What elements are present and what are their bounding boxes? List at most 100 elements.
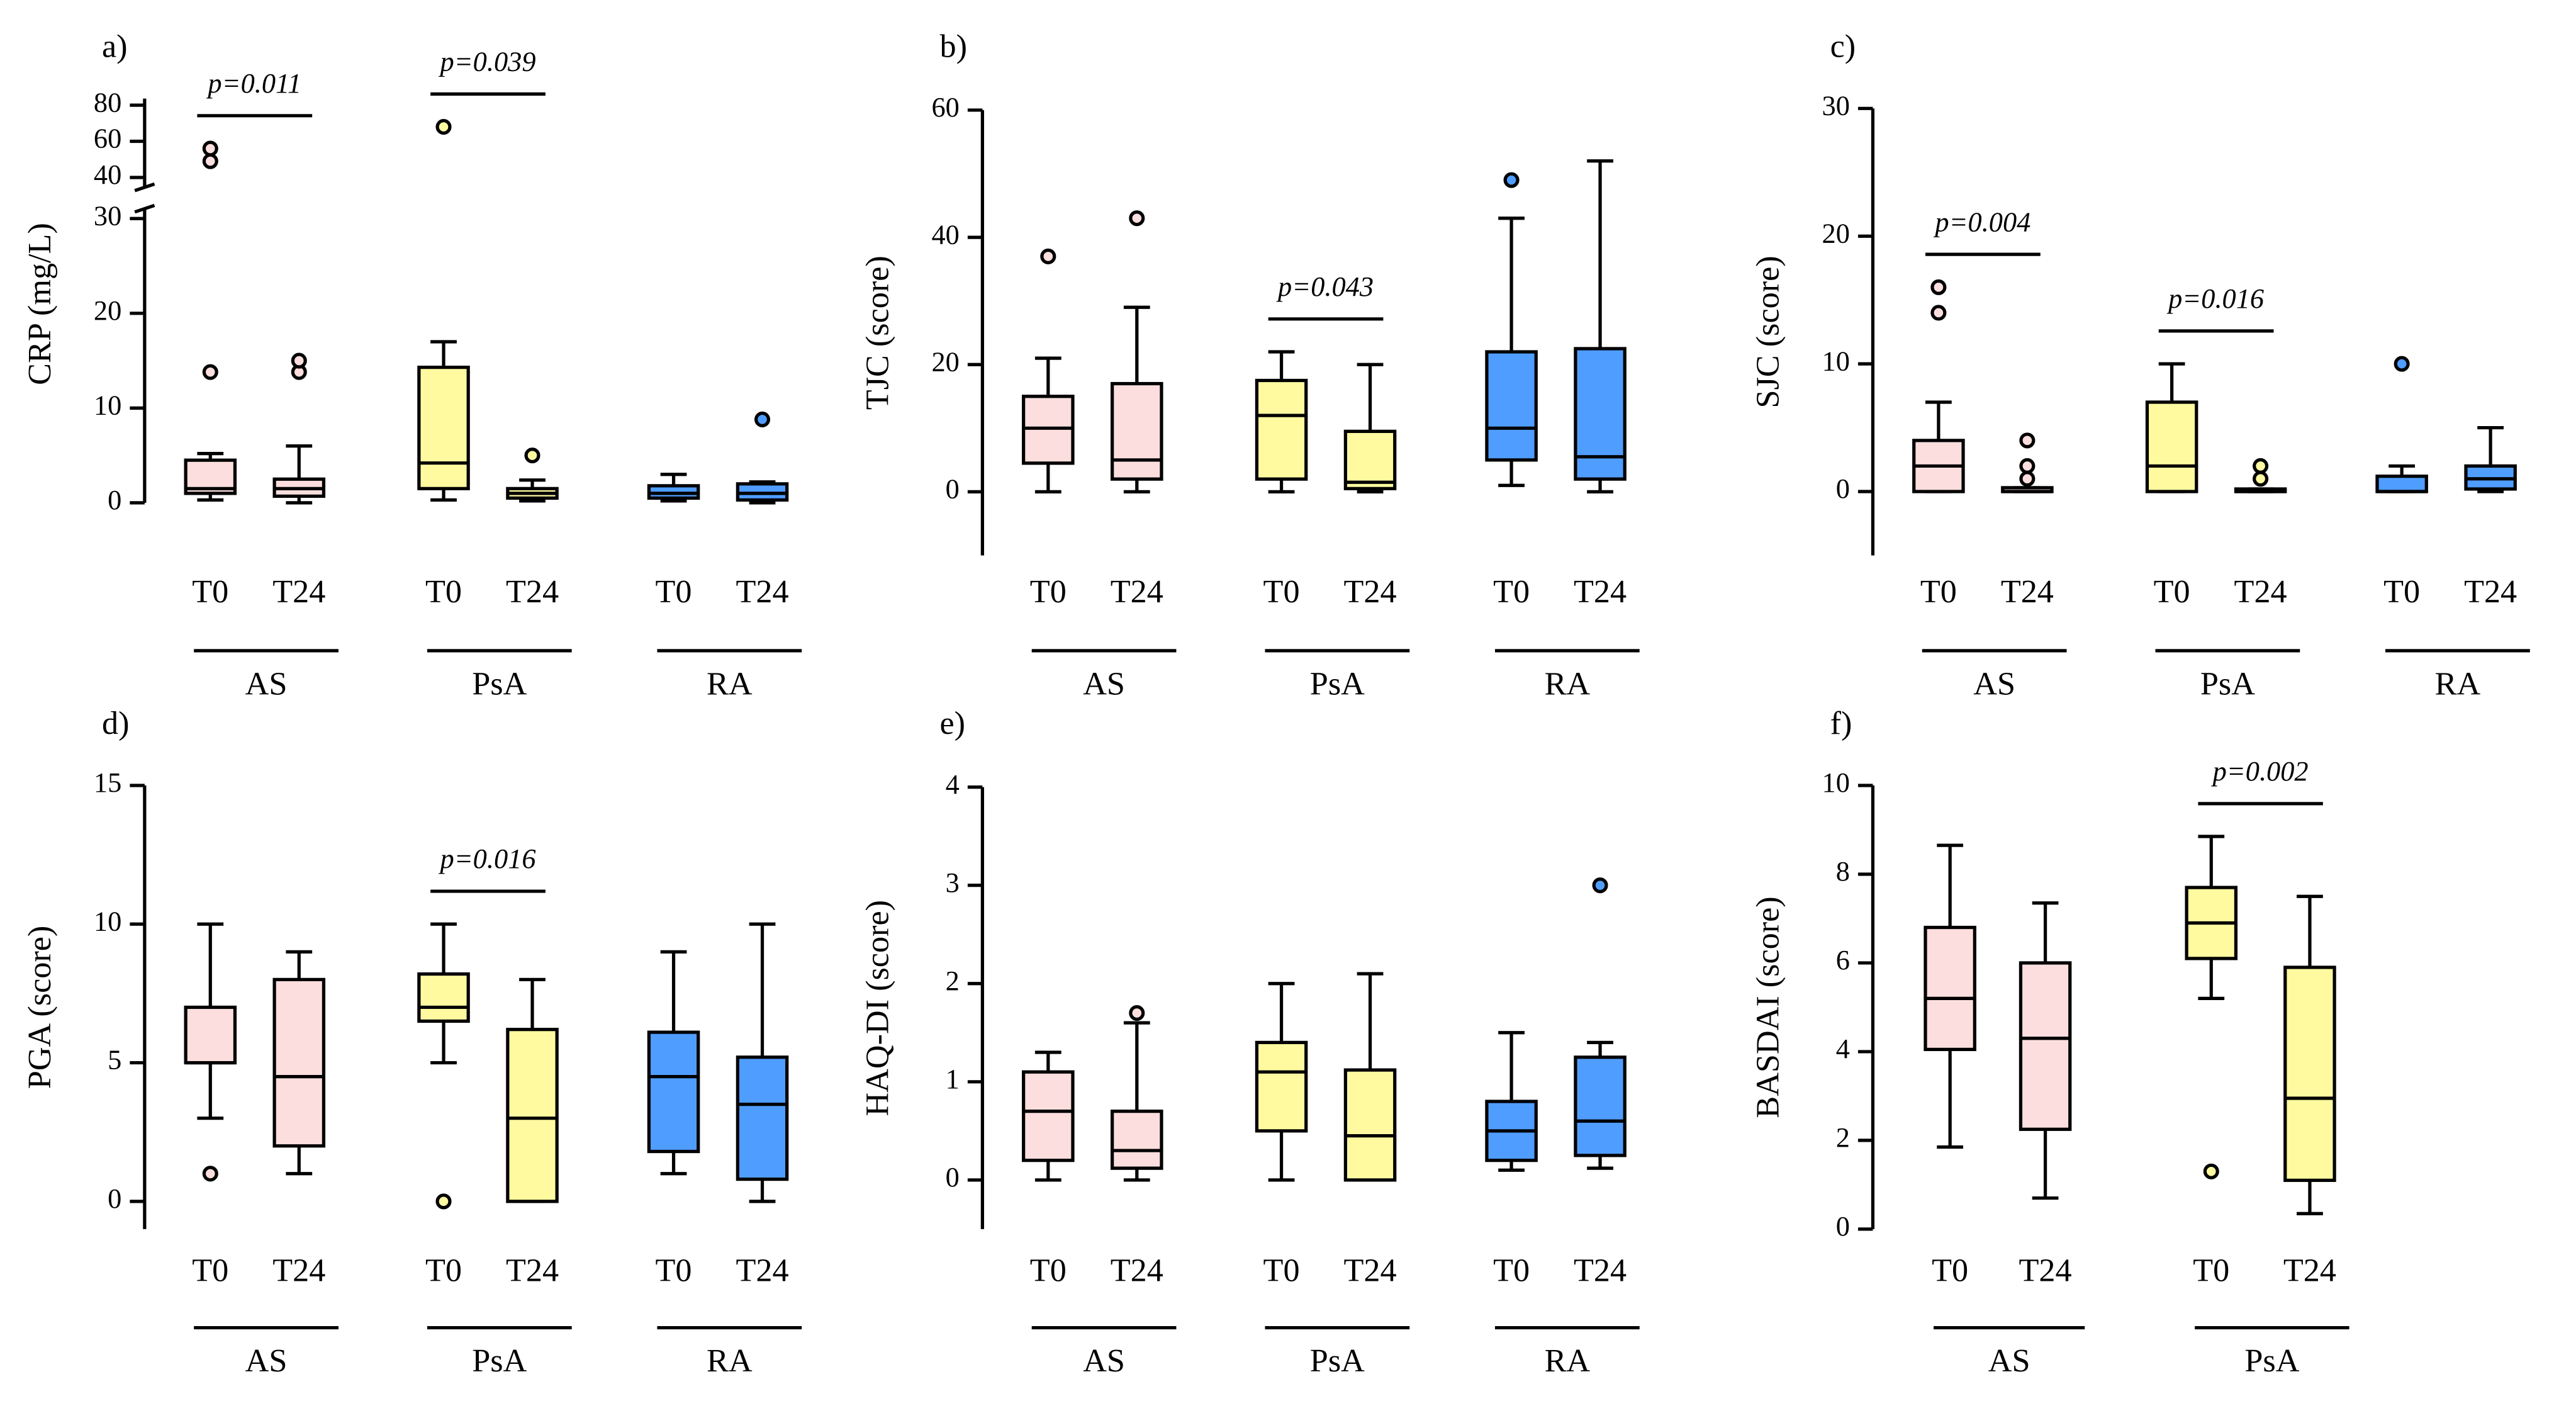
group-label: RA: [707, 665, 753, 702]
y-tick-label: 0: [1836, 1210, 1850, 1242]
x-tick-label: T0: [192, 573, 228, 610]
x-tick-label: T0: [1263, 1252, 1300, 1288]
p-value: p=0.011: [206, 67, 301, 99]
y-tick-label: 10: [1822, 345, 1850, 376]
y-axis-label: CRP (mg/L): [21, 223, 58, 385]
x-tick-label: T24: [2283, 1252, 2336, 1288]
x-tick-label: T0: [1493, 1252, 1530, 1288]
x-tick-label: T24: [2234, 573, 2287, 610]
x-tick-label: T24: [1574, 573, 1627, 610]
x-tick-label: T0: [2193, 1252, 2229, 1288]
outlier: [754, 411, 771, 427]
y-tick-label: 30: [1822, 90, 1850, 121]
box: [184, 1005, 237, 1065]
x-tick-label: T24: [2019, 1252, 2072, 1288]
panel-label: f): [1830, 705, 1852, 741]
group-label: PsA: [472, 665, 527, 702]
box: [1111, 1110, 1163, 1170]
outlier: [2253, 471, 2269, 487]
y-tick-label: 20: [931, 346, 959, 377]
y-tick-label: 0: [946, 1161, 960, 1193]
y-tick-label: 60: [94, 123, 121, 154]
group-label: RA: [1545, 665, 1591, 702]
x-tick-label: T24: [1574, 1252, 1627, 1288]
outlier: [1592, 877, 1608, 894]
panel-label: d): [102, 705, 130, 741]
y-tick-label: 2: [1836, 1122, 1850, 1153]
y-tick-label: 20: [1822, 217, 1850, 249]
y-tick-label: 0: [108, 484, 121, 515]
group-label: AS: [245, 1342, 288, 1379]
outlier: [1129, 1005, 1145, 1021]
y-tick-label: 10: [94, 390, 121, 421]
outlier: [1503, 172, 1520, 188]
x-tick-label: T24: [506, 573, 559, 610]
group-label: PsA: [2244, 1342, 2299, 1379]
p-value: p=0.004: [1933, 206, 2030, 237]
box: [2375, 475, 2428, 493]
box: [1111, 381, 1163, 481]
y-tick-label: 5: [108, 1044, 121, 1076]
outlier: [1129, 210, 1145, 227]
box: [1255, 378, 1308, 481]
group-label: AS: [1973, 665, 2015, 702]
box: [417, 366, 470, 490]
x-tick-label: T0: [1030, 573, 1067, 610]
p-value: p=0.016: [439, 843, 536, 874]
y-axis-label: TJC (score): [859, 256, 895, 410]
y-tick-label: 6: [1836, 944, 1850, 976]
x-tick-label: T0: [425, 1252, 462, 1288]
y-tick-label: 10: [1822, 767, 1850, 798]
y-tick-label: 15: [94, 767, 121, 798]
x-tick-label: T24: [2001, 573, 2054, 610]
x-tick-label: T24: [272, 1252, 325, 1288]
x-tick-label: T0: [656, 1252, 692, 1288]
x-tick-label: T24: [272, 573, 325, 610]
y-tick-label: 30: [94, 200, 121, 231]
box: [506, 1028, 559, 1203]
y-tick-label: 0: [108, 1183, 121, 1214]
group-label: RA: [2435, 665, 2481, 702]
box: [2019, 961, 2072, 1131]
outlier: [2019, 458, 2036, 474]
outlier: [2203, 1163, 2219, 1179]
p-value: p=0.043: [1276, 271, 1374, 302]
box: [1343, 1068, 1397, 1182]
group-label: PsA: [1310, 1342, 1365, 1379]
x-tick-label: T24: [506, 1252, 559, 1288]
x-tick-label: T0: [1263, 573, 1300, 610]
group-label: AS: [1988, 1342, 2030, 1379]
box: [1022, 1070, 1075, 1162]
panel-label: a): [102, 28, 128, 64]
y-tick-label: 40: [931, 218, 959, 250]
y-tick-label: 3: [946, 867, 960, 898]
y-tick-label: 4: [946, 768, 960, 800]
x-tick-label: T0: [192, 1252, 228, 1288]
group-label: PsA: [472, 1342, 527, 1379]
y-tick-label: 2: [946, 965, 960, 996]
box: [1924, 925, 1976, 1052]
x-tick-label: T24: [1343, 1252, 1396, 1288]
x-tick-label: T0: [2154, 573, 2190, 610]
y-tick-label: 1: [946, 1063, 960, 1094]
outlier: [202, 364, 218, 380]
outlier: [435, 1193, 452, 1210]
p-value: p=0.016: [2166, 283, 2264, 314]
group-label: PsA: [1310, 665, 1365, 702]
x-tick-label: T24: [2464, 573, 2517, 610]
p-value: p=0.039: [439, 46, 536, 77]
p-value: p=0.002: [2211, 755, 2309, 787]
y-tick-label: 60: [931, 91, 959, 123]
box: [736, 1055, 789, 1181]
x-tick-label: T0: [2383, 573, 2420, 610]
group-label: AS: [1083, 1342, 1125, 1379]
outlier: [2394, 356, 2410, 372]
x-tick-label: T0: [1920, 573, 1957, 610]
box: [1255, 1040, 1308, 1133]
x-tick-label: T24: [1111, 1252, 1163, 1288]
x-tick-label: T0: [1493, 573, 1530, 610]
box: [2283, 965, 2336, 1182]
y-axis-label: HAQ-DI (score): [859, 900, 895, 1117]
group-label: RA: [707, 1342, 753, 1379]
